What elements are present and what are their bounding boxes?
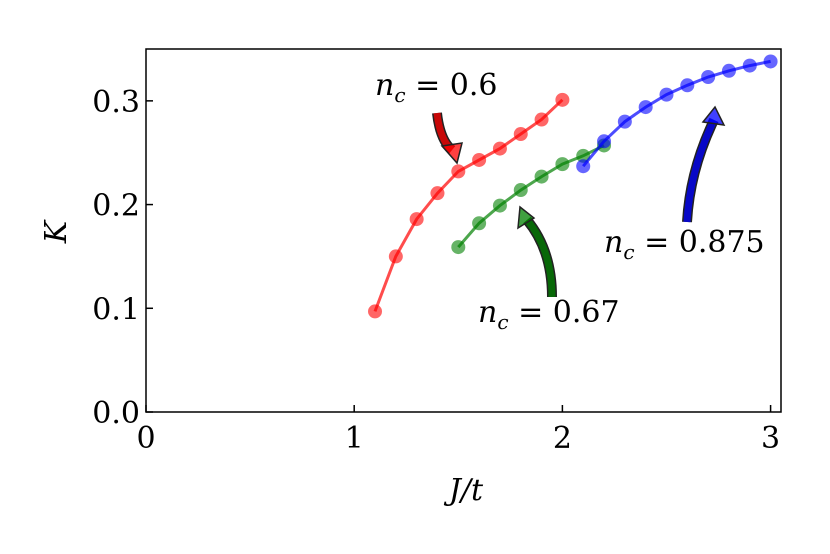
data-point bbox=[388, 249, 403, 264]
y-tick-label: 0.3 bbox=[92, 85, 140, 120]
data-point bbox=[659, 87, 674, 102]
data-point bbox=[701, 70, 716, 85]
plot-frame bbox=[145, 48, 782, 413]
data-point bbox=[638, 100, 653, 115]
data-point bbox=[492, 198, 507, 213]
data-point bbox=[513, 183, 528, 198]
data-point bbox=[513, 127, 528, 142]
x-tick-label: 2 bbox=[553, 421, 572, 456]
y-tick-label: 0.0 bbox=[92, 396, 140, 431]
annotation-subscript: c bbox=[394, 83, 405, 107]
x-axis-label: J/t bbox=[443, 473, 484, 508]
data-point bbox=[763, 54, 778, 69]
annotation-symbol: n bbox=[478, 295, 497, 330]
x-tick-label: 1 bbox=[345, 421, 364, 456]
series-line bbox=[373, 98, 564, 312]
y-tick-label: 0.2 bbox=[92, 189, 140, 224]
annotation-subscript: c bbox=[497, 310, 508, 334]
arrow-head bbox=[517, 205, 536, 230]
annotation-subscript: c bbox=[623, 240, 634, 264]
data-point bbox=[721, 63, 736, 78]
annotation-text: = 0.67 bbox=[509, 295, 620, 330]
annotation-symbol: n bbox=[375, 68, 394, 103]
data-point bbox=[680, 78, 695, 93]
annotation-symbol: n bbox=[604, 225, 623, 260]
data-point bbox=[472, 152, 487, 167]
data-point bbox=[742, 58, 757, 73]
data-point bbox=[555, 157, 570, 172]
data-point bbox=[409, 212, 424, 227]
data-point bbox=[576, 148, 591, 163]
annotation: nc = 0.6 bbox=[375, 68, 497, 107]
data-point bbox=[597, 134, 612, 149]
arrow-shaft bbox=[683, 118, 718, 223]
annotation-text: = 0.6 bbox=[406, 68, 498, 103]
data-point bbox=[472, 216, 487, 231]
data-point bbox=[451, 164, 466, 179]
annotation: nc = 0.67 bbox=[478, 295, 620, 334]
arrow-shaft bbox=[524, 217, 556, 298]
data-point bbox=[534, 112, 549, 127]
data-point bbox=[576, 159, 591, 174]
arrow-head bbox=[701, 105, 726, 126]
annotation: nc = 0.875 bbox=[604, 225, 765, 264]
arrow-head bbox=[440, 142, 464, 165]
y-tick-label: 0.1 bbox=[92, 292, 140, 327]
y-axis-label: K bbox=[39, 219, 74, 244]
data-point bbox=[368, 304, 383, 319]
data-point bbox=[492, 141, 507, 156]
data-point bbox=[451, 240, 466, 255]
data-point bbox=[555, 92, 570, 107]
annotation-text: = 0.875 bbox=[635, 225, 765, 260]
data-point bbox=[534, 169, 549, 184]
data-point bbox=[430, 186, 445, 201]
x-tick-label: 3 bbox=[761, 421, 780, 456]
data-point bbox=[617, 114, 632, 129]
x-tick-label: 0 bbox=[136, 421, 155, 456]
series-line bbox=[582, 59, 771, 168]
